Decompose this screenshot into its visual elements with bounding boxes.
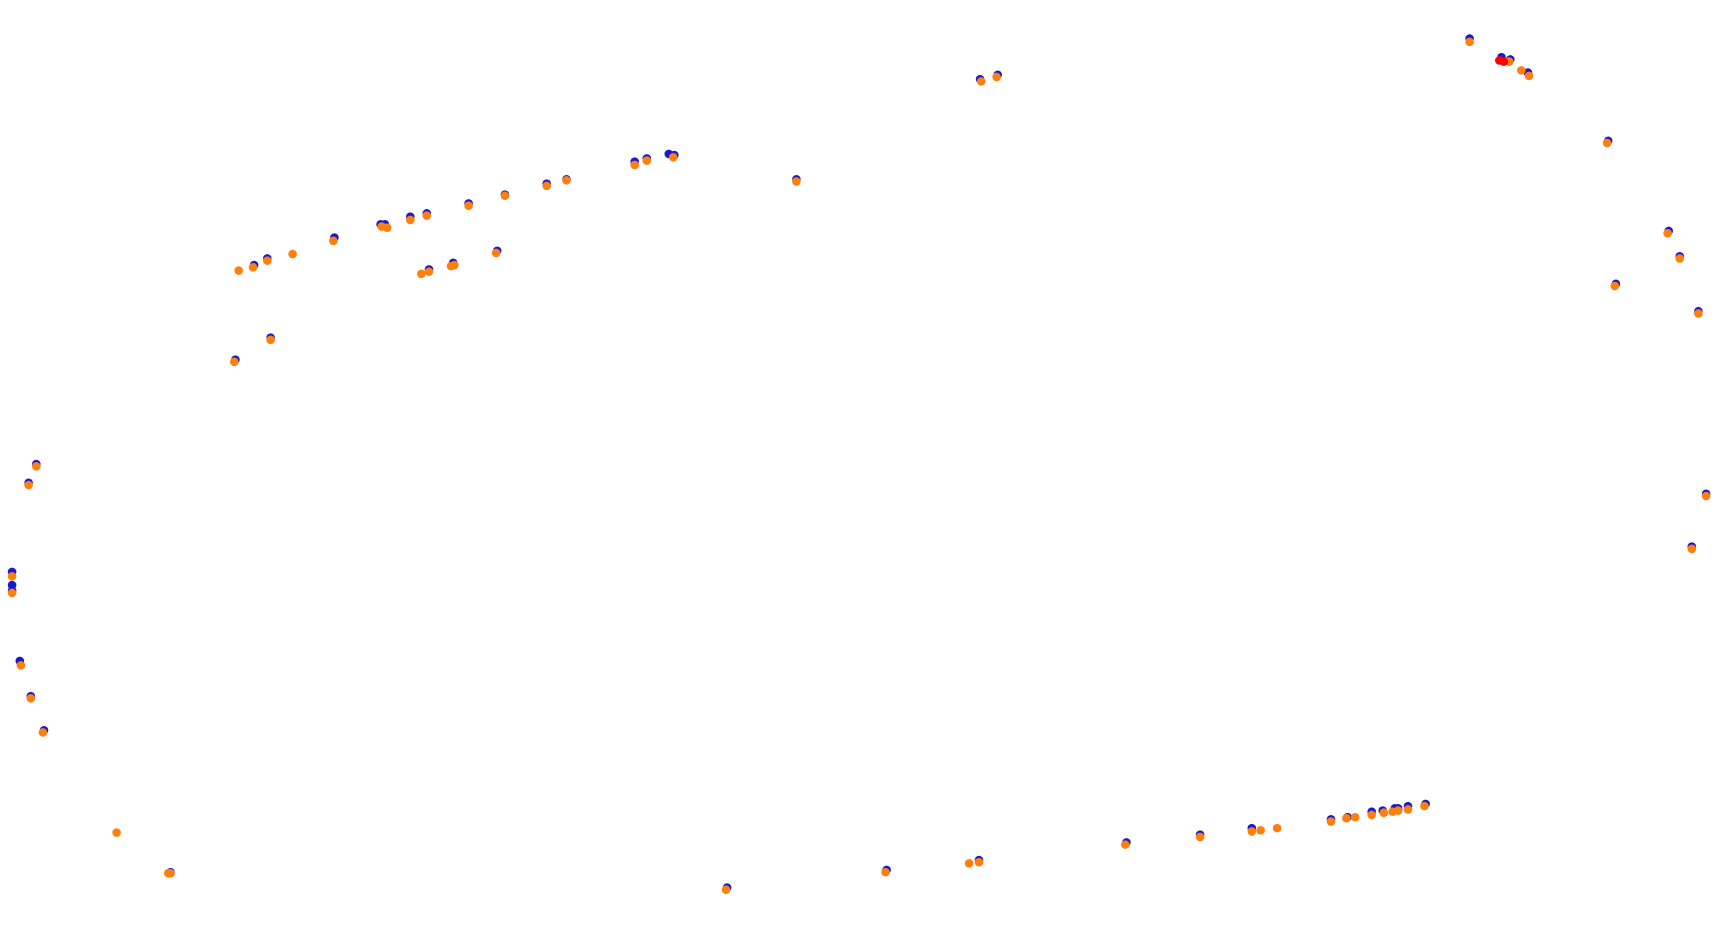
point (1465, 37, 1474, 47)
point (1687, 544, 1697, 554)
point (164, 868, 173, 878)
point (424, 267, 434, 276)
point (266, 335, 275, 345)
point (1326, 817, 1336, 826)
point (1247, 827, 1257, 836)
point (721, 885, 731, 895)
point (32, 462, 41, 471)
point (26, 694, 36, 703)
point (329, 236, 338, 246)
point (642, 156, 652, 165)
point (1121, 840, 1130, 849)
point (1195, 832, 1205, 842)
point (976, 77, 986, 86)
point (500, 191, 510, 201)
point (881, 867, 890, 877)
point (1367, 810, 1376, 820)
point (1701, 491, 1711, 501)
point (1602, 138, 1612, 148)
point (1272, 823, 1282, 833)
point (1610, 281, 1620, 291)
point (630, 160, 639, 170)
point (112, 828, 121, 837)
point (248, 262, 258, 272)
point (974, 857, 984, 867)
point (24, 480, 33, 490)
point (288, 249, 297, 259)
point (1403, 805, 1413, 814)
point (7, 571, 17, 581)
point (792, 177, 801, 186)
point (234, 266, 243, 275)
point (230, 357, 239, 367)
point (1517, 66, 1526, 75)
point (406, 215, 415, 225)
point (38, 728, 48, 737)
point (1342, 813, 1351, 823)
point (422, 211, 432, 220)
point (1379, 808, 1389, 818)
point (1524, 71, 1534, 81)
point (1663, 228, 1672, 238)
point (992, 72, 1001, 82)
point (1393, 806, 1403, 815)
point (1675, 254, 1684, 263)
point (668, 152, 678, 162)
point (542, 181, 551, 191)
point (491, 248, 501, 258)
point (7, 588, 17, 598)
point (263, 256, 272, 265)
point (1694, 309, 1703, 318)
point (1499, 57, 1508, 66)
point (417, 269, 426, 279)
point (1350, 812, 1360, 822)
point (450, 260, 459, 270)
point (382, 223, 392, 232)
point (562, 176, 571, 185)
point (964, 859, 974, 868)
point (1256, 826, 1265, 835)
point (16, 661, 26, 670)
point (464, 201, 473, 210)
point (7, 580, 17, 590)
point (1420, 801, 1429, 811)
